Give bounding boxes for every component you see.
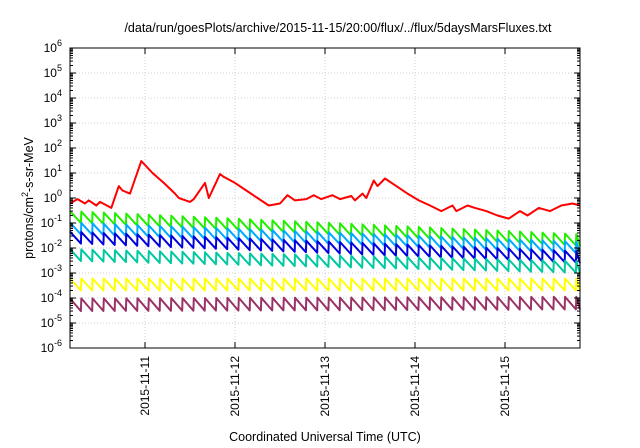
y-tick-exponent: 3 [57, 113, 62, 123]
series-line-3 [69, 231, 581, 264]
y-tick-label: 10-6 [41, 338, 62, 355]
y-tick-exponent: 0 [57, 188, 62, 198]
series-line-0 [69, 160, 581, 220]
series-lines [69, 160, 581, 313]
y-tick-label: 105 [44, 63, 62, 80]
y-tick-base: 10 [41, 316, 55, 330]
y-tick-base: 10 [44, 166, 58, 180]
y-tick-base: 10 [41, 341, 55, 355]
y-tick-label: 10-1 [41, 213, 62, 230]
y-tick-exponent: -6 [54, 338, 62, 348]
y-tick-exponent: 6 [57, 38, 62, 48]
y-axis-label: protons/cm2-s-sr-MeV [20, 136, 36, 258]
y-tick-base: 10 [44, 141, 58, 155]
y-tick-base: 10 [44, 191, 58, 205]
y-tick-exponent: 2 [57, 138, 62, 148]
y-tick-base: 10 [44, 41, 58, 55]
y-tick-exponent: 4 [57, 88, 62, 98]
y-tick-label: 100 [44, 188, 62, 205]
x-axis-ticks: 2015-11-11 2015-11-12 2015-11-13 2015-11-14… [138, 48, 512, 417]
series-line-1 [69, 210, 581, 247]
y-tick-exponent: -5 [54, 313, 62, 323]
y-tick-exponent: 5 [57, 63, 62, 73]
y-tick-label: 10-4 [41, 288, 62, 305]
x-tick-label: 2015-11-11 [138, 356, 152, 416]
series-line-6 [69, 295, 581, 313]
y-tick-exponent: -2 [54, 238, 62, 248]
y-tick-base: 10 [44, 91, 58, 105]
series-line-5 [69, 277, 581, 292]
y-tick-exponent: 1 [57, 163, 62, 173]
y-tick-exponent: -3 [54, 263, 62, 273]
y-axis-ticks: 10-610-510-410-310-210-11001011021031041… [41, 38, 580, 355]
y-tick-label: 106 [44, 38, 62, 55]
x-tick-label: 2015-11-15 [498, 356, 512, 417]
y-tick-exponent: -4 [54, 288, 62, 298]
y-tick-base: 10 [44, 116, 58, 130]
y-tick-label: 102 [44, 138, 62, 155]
y-tick-base: 10 [41, 266, 55, 280]
y-tick-label: 103 [44, 113, 62, 130]
y-tick-label: 101 [44, 163, 62, 180]
y-tick-label: 104 [44, 88, 62, 105]
y-tick-label: 10-5 [41, 313, 62, 330]
x-tick-label: 2015-11-13 [318, 356, 332, 417]
x-tick-label: 2015-11-14 [408, 356, 422, 417]
y-tick-base: 10 [41, 291, 55, 305]
x-tick-label: 2015-11-12 [228, 356, 242, 417]
x-axis-label: Coordinated Universal Time (UTC) [229, 430, 421, 444]
y-tick-base: 10 [44, 66, 58, 80]
y-tick-exponent: -1 [54, 213, 62, 223]
y-tick-label: 10-2 [41, 238, 62, 255]
y-tick-label: 10-3 [41, 263, 62, 280]
series-line-4 [69, 248, 581, 274]
y-tick-base: 10 [41, 241, 55, 255]
y-tick-base: 10 [41, 216, 55, 230]
grid-lines [70, 48, 580, 348]
y-axis-label-suffix: -s-sr-MeV [22, 136, 36, 192]
y-axis-label-sup: 2 [20, 192, 30, 197]
y-axis-label-prefix: protons/cm [22, 197, 36, 259]
chart-title: /data/run/goesPlots/archive/2015-11-15/2… [124, 21, 552, 35]
